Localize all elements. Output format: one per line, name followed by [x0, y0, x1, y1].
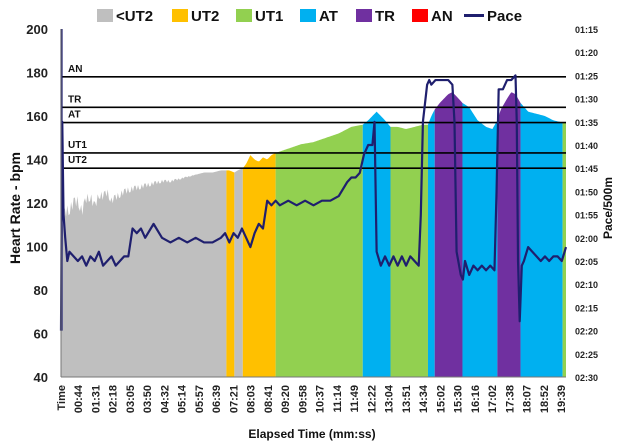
- y-tick-label: 160: [26, 109, 48, 124]
- pace-line: [59, 74, 568, 331]
- threshold-label-ut2: UT2: [68, 155, 87, 166]
- legend-label-pace: Pace: [487, 8, 522, 25]
- x-tick-label: 15:30: [453, 385, 465, 413]
- x-axis-ticks: Time 00:44 01:31 02:18 03:05 03:50 04:32 05:14 0…: [56, 384, 568, 413]
- threshold-label-at: AT: [68, 110, 81, 121]
- legend-label-at: AT: [319, 8, 338, 25]
- y-tick-label: 180: [26, 66, 48, 81]
- x-tick-label: 18:52: [539, 385, 551, 413]
- y2-tick-label: 01:30: [575, 95, 598, 105]
- y2-tick-label: 02:05: [575, 257, 598, 267]
- y2-tick-label: 02:20: [575, 327, 598, 337]
- y2-tick-label: 01:45: [575, 164, 598, 174]
- threshold-label-ut1: UT1: [68, 140, 87, 151]
- threshold-label-an: AN: [68, 64, 82, 75]
- zone-area-1-ut2: [226, 170, 235, 377]
- zone-area-9-at: [462, 102, 498, 377]
- x-tick-label: 14:34: [418, 384, 430, 413]
- x-tick-label: 13:51: [401, 385, 413, 413]
- zone-area-11-at: [520, 102, 563, 377]
- zone-area-7-at: [427, 109, 435, 377]
- legend-swatch-an: [412, 9, 428, 22]
- chart-axes: [60, 29, 566, 378]
- x-tick-label: 04:32: [159, 385, 171, 413]
- x-tick-label: 12:22: [366, 385, 378, 413]
- x-tick-label: 05:57: [194, 385, 206, 413]
- zone-area-3-ut2: [242, 152, 276, 377]
- x-tick-label: 11:49: [349, 385, 361, 413]
- x-tick-label: 01:31: [91, 385, 103, 413]
- legend-swatch-below-ut2: [97, 9, 113, 22]
- x-tick-label: 00:44: [73, 384, 85, 413]
- zone-area-6-ut1: [390, 124, 428, 377]
- y2-tick-label: 01:25: [575, 71, 598, 81]
- x-tick-label: 11:14: [332, 384, 344, 412]
- y2-tick-label: 02:25: [575, 350, 598, 360]
- y-tick-label: 140: [26, 153, 48, 168]
- zone-area-4-ut1: [275, 124, 363, 377]
- y2-tick-label: 02:30: [575, 373, 598, 383]
- x-tick-label: 03:05: [125, 385, 137, 413]
- y2-tick-label: 01:55: [575, 211, 598, 221]
- y-tick-label: 60: [34, 327, 48, 342]
- y-tick-label: 200: [26, 22, 48, 37]
- x-tick-label: 08:03: [246, 385, 258, 413]
- zone-area-2-below-ut2: [234, 168, 243, 377]
- x-tick-label: 07:21: [228, 385, 240, 413]
- y-tick-label: 100: [26, 240, 48, 255]
- y2-tick-label: 01:40: [575, 141, 598, 151]
- x-tick-label: 19:39: [556, 385, 568, 413]
- x-tick-label: 17:38: [504, 385, 516, 413]
- legend-swatch-ut2: [172, 9, 188, 22]
- legend-label-ut2: UT2: [191, 8, 219, 25]
- legend-swatch-ut1: [236, 9, 252, 22]
- x-tick-label: 05:14: [177, 384, 189, 413]
- left-axis-ticks: 40 60 80 100 120 140 160 180 200: [26, 22, 48, 385]
- y2-tick-label: 01:50: [575, 187, 598, 197]
- hr-zone-areas: [61, 92, 566, 378]
- legend-label-tr: TR: [375, 8, 395, 25]
- y2-tick-label: 01:15: [575, 25, 598, 35]
- x-tick-label: 08:41: [263, 385, 275, 413]
- x-tick-label: 17:02: [487, 385, 499, 413]
- legend-swatch-at: [300, 9, 316, 22]
- x-axis-title: Elapsed Time (mm:ss): [248, 427, 375, 441]
- zone-threshold-lines: AN TR AT UT1 UT2: [61, 64, 566, 169]
- y2-tick-label: 01:35: [575, 118, 598, 128]
- x-tick-label: 15:02: [435, 385, 447, 413]
- x-tick-label: 10:37: [315, 385, 327, 413]
- legend-label-below-ut2: <UT2: [116, 8, 153, 25]
- y-tick-label: 80: [34, 283, 48, 298]
- threshold-label-tr: TR: [68, 94, 82, 105]
- y-axis-title: Heart Rate - bpm: [7, 152, 23, 264]
- x-tick-label: 06:39: [211, 385, 223, 413]
- y2-axis-title: Pace/500m: [601, 177, 615, 239]
- y2-tick-label: 01:20: [575, 48, 598, 58]
- x-tick-label: 09:20: [280, 385, 292, 413]
- chart-legend: <UT2 UT2 UT1 AT TR AN Pace: [97, 8, 522, 25]
- legend-swatch-tr: [356, 9, 372, 22]
- legend-label-ut1: UT1: [255, 8, 283, 25]
- x-tick-label: 03:50: [142, 385, 154, 413]
- x-tick-label: 16:16: [470, 385, 482, 413]
- x-tick-label: 18:07: [522, 385, 534, 413]
- x-tick-label: 13:04: [384, 384, 396, 413]
- y2-tick-label: 02:00: [575, 234, 598, 244]
- x-tick-label: 09:58: [297, 385, 309, 413]
- zone-area-10-tr: [497, 92, 521, 378]
- zone-area-0-below-ut2: [61, 170, 227, 377]
- y-tick-label: 40: [34, 370, 48, 385]
- legend-label-an: AN: [431, 8, 453, 25]
- x-tick-label: Time: [56, 385, 68, 410]
- y2-tick-label: 02:15: [575, 303, 598, 313]
- y2-tick-label: 02:10: [575, 280, 598, 290]
- right-axis-ticks: 01:15 01:20 01:25 01:30 01:35 01:40 01:45 01:50…: [575, 25, 598, 383]
- zone-area-8-tr: [434, 92, 463, 377]
- x-tick-label: 02:18: [108, 385, 120, 413]
- y-tick-label: 120: [26, 196, 48, 211]
